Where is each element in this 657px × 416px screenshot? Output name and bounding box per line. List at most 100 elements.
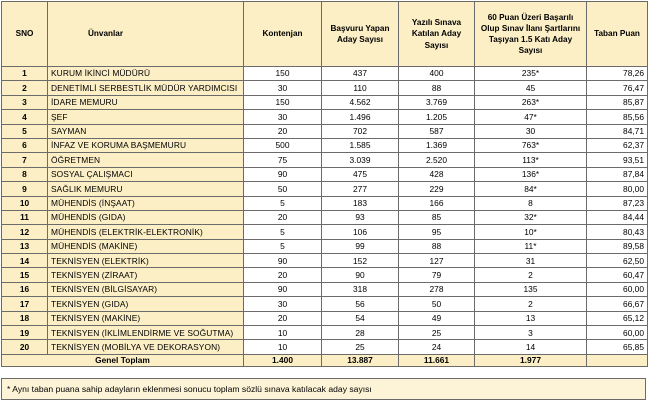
table-cell: TEKNİSYEN (BİLGİSAYAR) bbox=[47, 281, 244, 298]
table-cell: SAYMAN bbox=[47, 123, 244, 139]
total-cell: 11.661 bbox=[398, 353, 475, 367]
table-cell: 11 bbox=[1, 209, 48, 226]
total-cell: 1.400 bbox=[243, 353, 322, 367]
table-cell: DENETİMLİ SERBESTLİK MÜDÜR YARDIMCISI bbox=[47, 80, 244, 96]
table-cell: 47* bbox=[474, 109, 587, 125]
table-row: 4 ŞEF 30 1.496 1.205 47* 85,56 bbox=[1, 109, 648, 125]
table-cell: 49 bbox=[398, 310, 475, 327]
table-row: 20 TEKNİSYEN (MOBİLYA VE DEKORASYON) 10 25 2… bbox=[1, 339, 648, 355]
table-cell: 75 bbox=[243, 152, 322, 168]
table-cell: 62,50 bbox=[586, 253, 648, 269]
table-cell: 65,12 bbox=[586, 310, 648, 327]
table-cell: 85,56 bbox=[586, 109, 648, 125]
table-cell: 78,26 bbox=[586, 65, 648, 82]
table-row: 5 SAYMAN 20 702 587 30 84,71 bbox=[1, 123, 648, 139]
table-row: 19 TEKNİSYEN (İKLİMLENDİRME VE SOĞUTMA) 10… bbox=[1, 325, 648, 341]
table-cell: 30 bbox=[474, 123, 587, 139]
column-header: Kontenjan bbox=[243, 1, 322, 67]
table-cell: 56 bbox=[321, 296, 399, 312]
table-cell: 87,23 bbox=[586, 195, 648, 211]
column-header: Yazılı Sınava Katılan Aday Sayısı bbox=[398, 1, 475, 67]
table-cell: 90 bbox=[321, 267, 399, 283]
table-row: 13 MÜHENDİS (MAKİNE) 5 99 88 11* 89,58 bbox=[1, 238, 648, 255]
table-cell: 93,51 bbox=[586, 152, 648, 168]
table-cell: 428 bbox=[398, 166, 475, 183]
table-row: 12 MÜHENDİS (ELEKTRİK-ELEKTRONİK) 5 106 95 10… bbox=[1, 224, 648, 240]
table-cell: 2 bbox=[474, 267, 587, 283]
table-cell: 400 bbox=[398, 65, 475, 82]
table-cell: TEKNİSYEN (GIDA) bbox=[47, 296, 244, 312]
table-cell: 20 bbox=[243, 209, 322, 226]
table-cell: 88 bbox=[398, 80, 475, 96]
table-cell: 587 bbox=[398, 123, 475, 139]
column-header: Başvuru Yapan Aday Sayısı bbox=[321, 1, 399, 67]
table-cell: 10 bbox=[243, 325, 322, 341]
table-row: 1 KURUM İKİNCİ MÜDÜRÜ 150 437 400 235* 78,26 bbox=[1, 65, 648, 82]
table-cell: 20 bbox=[243, 310, 322, 327]
table-cell: 8 bbox=[1, 166, 48, 183]
table-cell: 437 bbox=[321, 65, 399, 82]
table-cell: 87,84 bbox=[586, 166, 648, 183]
table-cell: 166 bbox=[398, 195, 475, 211]
total-cell: 13.887 bbox=[321, 353, 399, 367]
table-cell: 13 bbox=[474, 310, 587, 327]
table-cell: 80,43 bbox=[586, 224, 648, 240]
table-cell: 17 bbox=[1, 296, 48, 312]
results-table: SNO Ünvanlar Kontenjan Başvuru Yapan Aday S… bbox=[1, 1, 648, 367]
table-cell: 12 bbox=[1, 224, 48, 240]
table-row: 18 TEKNİSYEN (MAKİNE) 20 54 49 13 65,12 bbox=[1, 310, 648, 327]
table-cell: 25 bbox=[398, 325, 475, 341]
table-cell: MÜHENDİS (ELEKTRİK-ELEKTRONİK) bbox=[47, 224, 244, 240]
table-cell: 28 bbox=[321, 325, 399, 341]
table-cell: 60,47 bbox=[586, 267, 648, 283]
column-header: 60 Puan Üzeri Başarılı Olup Sınav İlanı … bbox=[474, 1, 587, 67]
table-cell: 150 bbox=[243, 94, 322, 111]
table-cell: 62,37 bbox=[586, 137, 648, 154]
table-cell: 7 bbox=[1, 152, 48, 168]
table-cell: 152 bbox=[321, 253, 399, 269]
table-cell: 30 bbox=[243, 109, 322, 125]
table-cell: 20 bbox=[243, 267, 322, 283]
table-cell: 2 bbox=[1, 80, 48, 96]
table-cell: İNFAZ VE KORUMA BAŞMEMURU bbox=[47, 137, 244, 154]
table-cell: 14 bbox=[474, 339, 587, 355]
table-cell: 106 bbox=[321, 224, 399, 240]
table-cell: 60,00 bbox=[586, 281, 648, 298]
table-cell: TEKNİSYEN (İKLİMLENDİRME VE SOĞUTMA) bbox=[47, 325, 244, 341]
table-cell: 318 bbox=[321, 281, 399, 298]
table-cell: 3 bbox=[1, 94, 48, 111]
column-header: Taban Puan bbox=[586, 1, 648, 67]
table-cell: 8 bbox=[474, 195, 587, 211]
table-cell: 90 bbox=[243, 166, 322, 183]
table-row: 9 SAĞLIK MEMURU 50 277 229 84* 80,00 bbox=[1, 181, 648, 197]
table-cell: 15 bbox=[1, 267, 48, 283]
table-cell: ŞEF bbox=[47, 109, 244, 125]
table-cell: 90 bbox=[243, 281, 322, 298]
table-cell: 14 bbox=[1, 253, 48, 269]
table-cell: 229 bbox=[398, 181, 475, 197]
table-cell: 263* bbox=[474, 94, 587, 111]
table-cell: 4 bbox=[1, 109, 48, 125]
table-cell: TEKNİSYEN (ELEKTRİK) bbox=[47, 253, 244, 269]
table-cell: MÜHENDİS (GIDA) bbox=[47, 209, 244, 226]
table-cell: 10 bbox=[243, 339, 322, 355]
table-cell: TEKNİSYEN (MAKİNE) bbox=[47, 310, 244, 327]
table-cell: 5 bbox=[243, 224, 322, 240]
table-row: 17 TEKNİSYEN (GIDA) 30 56 50 2 66,67 bbox=[1, 296, 648, 312]
table-cell: 110 bbox=[321, 80, 399, 96]
table-cell: 85,87 bbox=[586, 94, 648, 111]
table-cell: 30 bbox=[243, 296, 322, 312]
table-cell: 54 bbox=[321, 310, 399, 327]
table-cell: MÜHENDİS (İNŞAAT) bbox=[47, 195, 244, 211]
table-cell: 84,71 bbox=[586, 123, 648, 139]
table-cell: 50 bbox=[398, 296, 475, 312]
table-body: 1 KURUM İKİNCİ MÜDÜRÜ 150 437 400 235* 78,26 2 D… bbox=[1, 65, 648, 355]
table-cell: 3.769 bbox=[398, 94, 475, 111]
header-row: SNO Ünvanlar Kontenjan Başvuru Yapan Aday S… bbox=[1, 1, 648, 67]
table-cell: 95 bbox=[398, 224, 475, 240]
table-cell: 31 bbox=[474, 253, 587, 269]
table-cell: 93 bbox=[321, 209, 399, 226]
table-cell: 19 bbox=[1, 325, 48, 341]
table-cell: 1.369 bbox=[398, 137, 475, 154]
